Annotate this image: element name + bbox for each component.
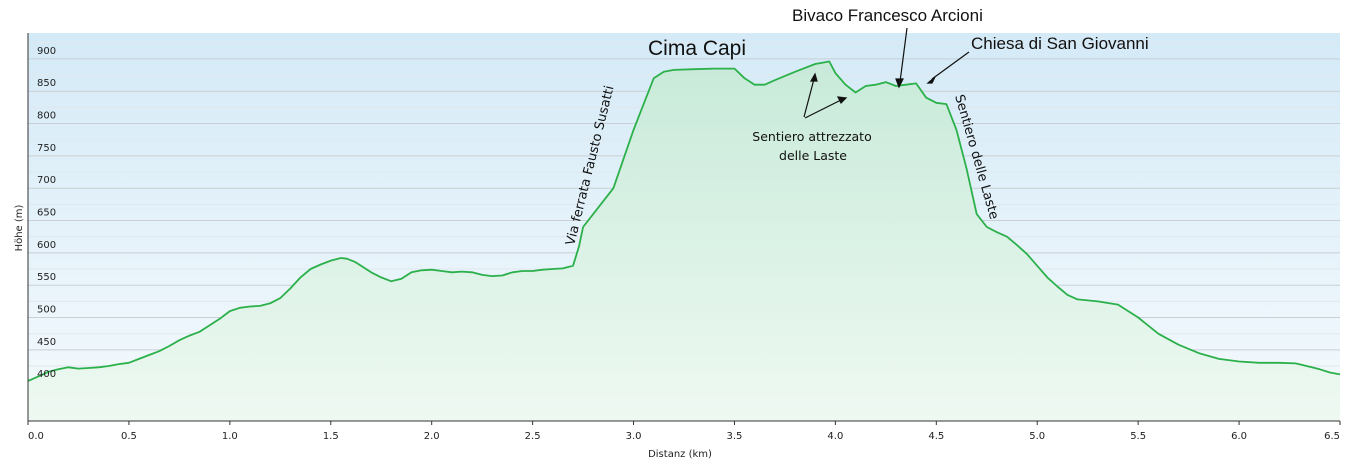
- arrow-chiesa-head: [926, 76, 936, 84]
- annotation-bivaco: Bivaco Francesco Arcioni: [792, 6, 983, 25]
- y-tick-label: 400: [37, 369, 56, 380]
- elevation-area-layer: [27, 60, 1341, 421]
- arrow-bivaco-head: [895, 78, 904, 89]
- x-tick-label: 4.0: [827, 431, 843, 442]
- elevation-line: [27, 60, 1341, 382]
- annotation-chiesa: Chiesa di San Giovanni: [971, 34, 1149, 53]
- annotation-sentiero-attrezzato-line1: Sentiero attrezzato: [752, 129, 871, 144]
- x-tick-label: 1.5: [323, 431, 339, 442]
- x-axis-title: Distanz (km): [648, 449, 712, 460]
- y-tick-label: 650: [37, 208, 56, 219]
- arrow-attrezzato-2-head: [836, 96, 848, 105]
- y-tick-label: 850: [37, 78, 56, 89]
- x-tick-label: 5.5: [1130, 431, 1146, 442]
- x-tick-label: 4.5: [928, 431, 944, 442]
- x-tick-label: 6.5: [1324, 431, 1340, 442]
- y-axis-title: Höhe (m): [14, 204, 25, 251]
- arrow-attrezzato-1-head: [809, 72, 818, 82]
- x-tick-label: 0.5: [121, 431, 137, 442]
- annotation-sentiero-attrezzato-line2: delle Laste: [779, 148, 847, 163]
- y-tick-label: 750: [37, 143, 56, 154]
- arrow-attrezzato-1: [803, 78, 815, 118]
- arrow-bivaco: [899, 27, 908, 83]
- y-tick-label: 600: [37, 240, 56, 251]
- x-tick-label: 2.0: [424, 431, 440, 442]
- annotation-arrows: [803, 27, 970, 119]
- x-tick-labels: 0.0 0.5 1.0 1.5 2.0 2.5 3.0 3.5 4.0 4.5 5.0 5.5 6.0 6…: [27, 421, 1341, 442]
- arrow-attrezzato-2: [804, 99, 842, 119]
- x-tick-label: 0.0: [28, 431, 44, 442]
- y-tick-label: 700: [37, 175, 56, 186]
- x-tick-label: 5.0: [1029, 431, 1045, 442]
- y-tick-label: 800: [37, 111, 56, 122]
- y-tick-label: 550: [37, 272, 56, 283]
- y-tick-labels: 400 450 500 550 600 650 700 750 800 850 900: [37, 46, 56, 380]
- arrow-chiesa: [931, 51, 970, 80]
- x-tick-label: 2.5: [525, 431, 541, 442]
- y-tick-label: 900: [37, 46, 56, 57]
- x-tick-label: 1.0: [222, 431, 238, 442]
- y-tick-label: 500: [37, 305, 56, 316]
- x-tick-label: 6.0: [1231, 431, 1247, 442]
- annotation-cima-capi: Cima Capi: [648, 37, 746, 60]
- x-tick-label: 3.0: [626, 431, 642, 442]
- x-tick-label: 3.5: [727, 431, 743, 442]
- y-tick-label: 450: [37, 337, 56, 348]
- elevation-area-fill: [28, 61, 1340, 421]
